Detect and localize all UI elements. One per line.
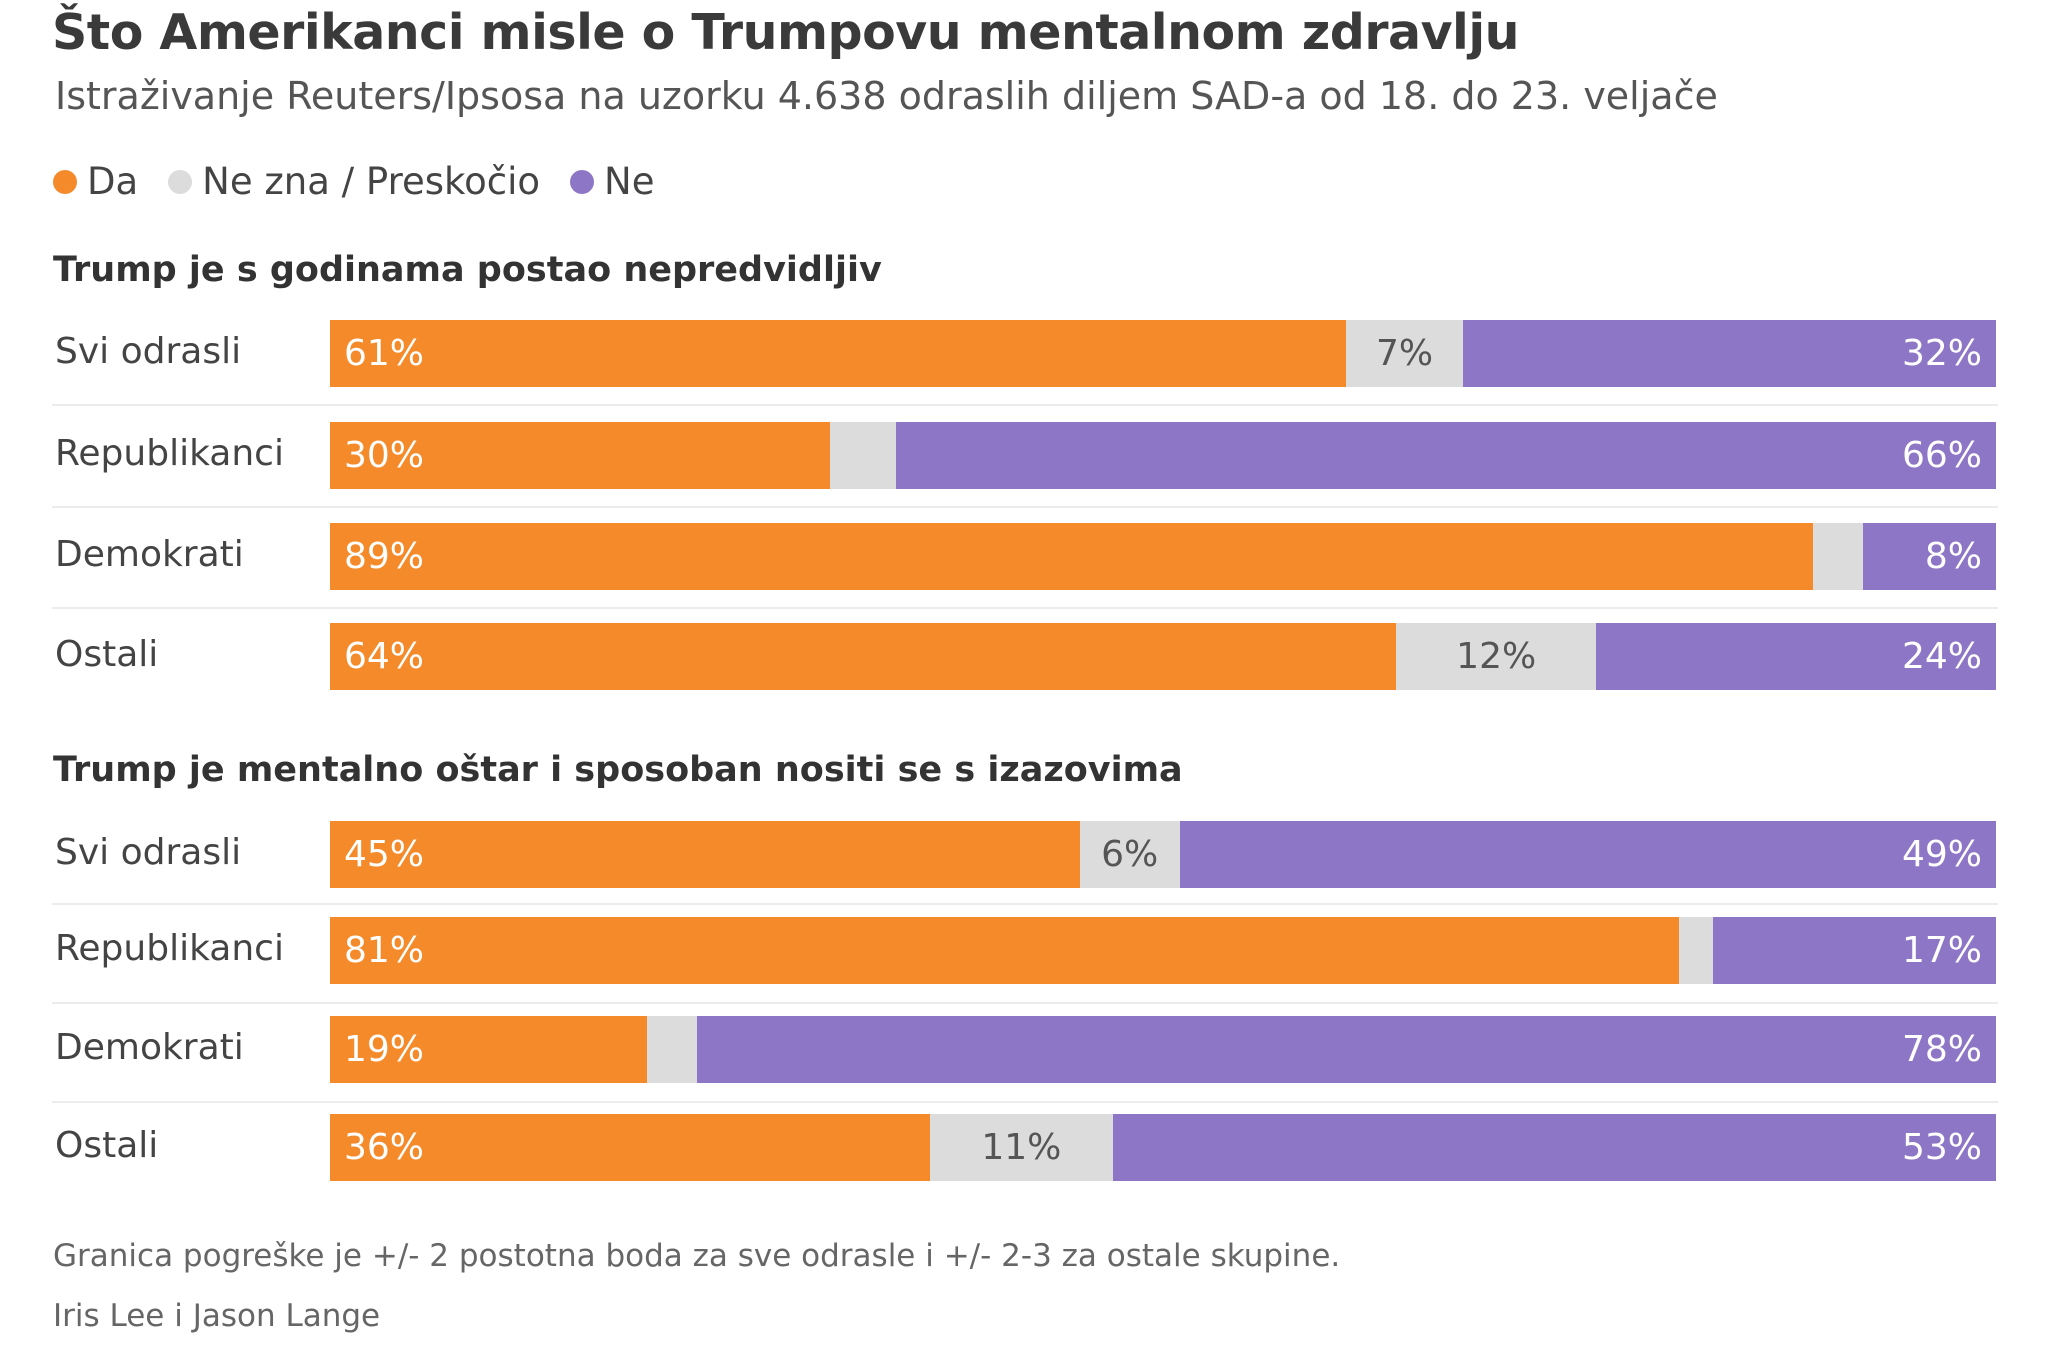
bar-segment-da: 81% <box>330 917 1680 984</box>
legend-dot-da <box>53 169 77 194</box>
bar-segment-ne: 24% <box>1596 623 1996 690</box>
data-label: 24% <box>1901 636 1982 677</box>
bar-segment-da: 19% <box>330 1016 647 1083</box>
bar-segment-da: 30% <box>330 422 830 489</box>
legend-dot-ne-zna <box>168 169 193 194</box>
bar-segment-da: 45% <box>330 821 1080 888</box>
data-label: 12% <box>1456 636 1537 677</box>
credit: Iris Lee i Jason Lange <box>53 1298 381 1334</box>
bar-segment-ne: 17% <box>1712 917 1996 984</box>
bar-segment-ne-zna <box>646 1016 697 1083</box>
data-label: 53% <box>1901 1127 1982 1168</box>
data-label: 49% <box>1901 834 1982 875</box>
bar-segment-ne-zna <box>1679 917 1713 984</box>
legend-item-da: Da <box>53 160 138 203</box>
data-label: 8% <box>1924 536 1982 577</box>
data-label: 32% <box>1901 333 1982 374</box>
bar-segment-ne: 66% <box>896 422 1996 489</box>
stacked-bar-c1-1: 30% 66% <box>330 422 1996 489</box>
bar-segment-da: 89% <box>330 523 1813 590</box>
data-label: 30% <box>344 435 425 476</box>
stacked-bar-c1-3: 64% 12% 24% <box>330 623 1996 690</box>
data-label: 61% <box>344 333 425 374</box>
chart-title: Što Amerikanci misle o Trumpovu mentalno… <box>52 4 1520 61</box>
bar-segment-ne: 78% <box>696 1016 1996 1083</box>
legend-label-ne: Ne <box>604 160 655 203</box>
legend: Da Ne zna / Preskočio Ne <box>53 160 684 203</box>
row-separator <box>52 1002 1998 1004</box>
row-label-c1-1: Republikanci <box>55 433 284 474</box>
chart-subtitle: Istraživanje Reuters/Ipsosa na uzorku 4.… <box>55 74 1718 118</box>
data-label: 17% <box>1901 930 1982 971</box>
data-label: 64% <box>344 636 425 677</box>
data-label: 7% <box>1375 333 1434 374</box>
bar-segment-ne-zna <box>1812 523 1863 590</box>
data-label: 11% <box>981 1127 1062 1168</box>
legend-label-ne-zna: Ne zna / Preskočio <box>202 160 541 203</box>
legend-dot-ne <box>570 169 595 194</box>
bar-segment-da: 64% <box>330 623 1397 690</box>
stacked-bar-c2-0: 45% 6% 49% <box>330 821 1996 888</box>
section-title-1: Trump je s godinama postao nepredvidljiv <box>53 250 882 290</box>
row-label-c2-0: Svi odrasli <box>55 832 242 873</box>
row-separator <box>52 607 1998 609</box>
data-label: 6% <box>1101 834 1159 875</box>
bar-segment-ne-zna: 11% <box>929 1114 1113 1181</box>
bar-segment-ne: 49% <box>1179 821 1996 888</box>
row-label-c2-2: Demokrati <box>55 1027 244 1068</box>
row-label-c2-3: Ostali <box>55 1125 159 1166</box>
row-separator <box>52 903 1998 905</box>
data-label: 89% <box>344 536 425 577</box>
bar-segment-ne-zna: 7% <box>1346 320 1463 387</box>
row-separator <box>52 1101 1998 1103</box>
row-separator <box>52 404 1998 406</box>
legend-item-ne: Ne <box>570 160 654 203</box>
section-title-2: Trump je mentalno oštar i sposoban nosit… <box>53 750 1183 790</box>
row-label-c1-0: Svi odrasli <box>55 331 242 372</box>
bar-segment-ne-zna <box>829 422 897 489</box>
stacked-bar-c2-1: 81% 17% <box>330 917 1996 984</box>
legend-item-ne-zna: Ne zna / Preskočio <box>168 160 540 203</box>
bar-segment-ne: 53% <box>1113 1114 1996 1181</box>
row-separator <box>52 506 1998 508</box>
bar-segment-ne-zna: 12% <box>1396 623 1597 690</box>
bar-segment-ne: 8% <box>1862 523 1996 590</box>
data-label: 36% <box>344 1127 425 1168</box>
stacked-bar-c2-3: 36% 11% 53% <box>330 1114 1996 1181</box>
bar-segment-ne-zna: 6% <box>1079 821 1180 888</box>
data-label: 78% <box>1901 1029 1982 1070</box>
data-label: 81% <box>344 930 425 971</box>
data-label: 45% <box>344 834 425 875</box>
data-label: 19% <box>344 1029 425 1070</box>
data-label: 66% <box>1901 435 1982 476</box>
stacked-bar-c1-2: 89% 8% <box>330 523 1996 590</box>
bar-segment-ne: 32% <box>1462 320 1996 387</box>
bar-segment-da: 61% <box>330 320 1347 387</box>
row-label-c1-3: Ostali <box>55 634 159 675</box>
row-label-c1-2: Demokrati <box>55 534 244 575</box>
row-label-c2-1: Republikanci <box>55 928 284 969</box>
footnote: Granica pogreške je +/- 2 postotna boda … <box>53 1238 1341 1274</box>
stacked-bar-c2-2: 19% 78% <box>330 1016 1996 1083</box>
legend-label-da: Da <box>87 160 139 203</box>
bar-segment-da: 36% <box>330 1114 930 1181</box>
stacked-bar-c1-0: 61% 7% 32% <box>330 320 1996 387</box>
